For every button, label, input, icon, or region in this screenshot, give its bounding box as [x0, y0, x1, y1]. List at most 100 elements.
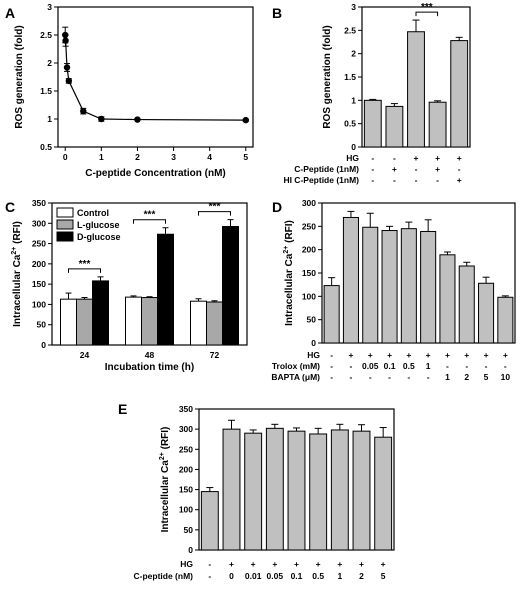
- e-row-label-1: C-peptide (nM): [134, 571, 194, 581]
- c-bar-2-0: [190, 300, 207, 346]
- e-row-1-cell-6: 1: [337, 571, 342, 581]
- c-ytick-label-3: 150: [32, 279, 46, 289]
- a-point-6: [134, 116, 141, 123]
- a-ytick-label-2: 1.5: [40, 86, 52, 96]
- d-row-0-cell-5: +: [426, 350, 431, 360]
- a-frame: [57, 6, 254, 148]
- b-row-1-cell-3: +: [435, 164, 440, 174]
- c-ylabel: Intracellular Ca2+ (RFI): [11, 221, 23, 327]
- c-xtick-label-1: 48: [145, 350, 155, 360]
- b-bar-2: [407, 31, 425, 148]
- b-ytick-label-1: 0.5: [344, 119, 356, 129]
- b-row-label-0: HG: [346, 153, 359, 163]
- d-row-label-0: HG: [307, 350, 320, 360]
- d-bar-1: [342, 216, 359, 344]
- d-bar-2: [362, 226, 379, 344]
- a-xtick-label-2: 2: [135, 152, 140, 162]
- b-ytick-label-0: 0: [351, 142, 356, 152]
- a-ylabel: ROS generation (fold): [14, 25, 25, 128]
- b-row-0-cell-4: +: [457, 153, 462, 163]
- d-row-label-2: BAPTA (μM): [271, 372, 320, 382]
- e-row-0-cell-2: +: [251, 559, 256, 569]
- a-xtick-label-0: 0: [63, 152, 68, 162]
- c-legend-label-1: L-glucose: [77, 220, 120, 230]
- d-row-1-cell-2: 0.05: [362, 361, 379, 371]
- d-row-2-cell-7: 2: [464, 372, 469, 382]
- c-sig-label-1: ***: [144, 210, 156, 221]
- d-ytick-label-5: 250: [302, 221, 316, 231]
- panel-letter-b: B: [272, 5, 282, 21]
- d-row-2-cell-3: -: [388, 372, 391, 382]
- a-ytick-label-1: 1: [47, 114, 52, 124]
- c-bar-2-2: [222, 226, 239, 346]
- e-row-0-cell-3: +: [272, 559, 277, 569]
- e-row-1-cell-1: 0: [229, 571, 234, 581]
- e-row-0-cell-8: +: [381, 559, 386, 569]
- b-row-label-1: C-Peptide (1nM): [294, 164, 359, 174]
- d-row-2-cell-4: -: [407, 372, 410, 382]
- c-bar-0-0: [60, 298, 77, 346]
- c-ytick-label-4: 200: [32, 259, 46, 269]
- b-row-label-2: HI C-Peptide (1nM): [283, 175, 359, 185]
- b-ytick-label-2: 1: [351, 95, 356, 105]
- e-bar-5: [309, 433, 328, 551]
- d-row-0-cell-4: +: [406, 350, 411, 360]
- b-row-2-cell-4: +: [457, 175, 462, 185]
- d-ytick-label-0: 0: [311, 338, 316, 348]
- b-row-2-cell-0: -: [371, 175, 374, 185]
- d-row-2-cell-5: -: [427, 372, 430, 382]
- e-row-1-cell-0: -: [208, 571, 211, 581]
- d-bar-9: [497, 296, 514, 344]
- c-sig-label-2: ***: [209, 202, 221, 213]
- a-point-7: [242, 116, 249, 124]
- a-ytick-label-5: 3: [47, 2, 52, 12]
- b-bar-4: [450, 40, 469, 148]
- a-point-3: [65, 77, 73, 85]
- b-ylabel: ROS generation (fold): [322, 25, 333, 128]
- d-row-0-cell-2: +: [368, 350, 373, 360]
- e-bar-3: [265, 427, 284, 551]
- a-ytick-label-0: 0.5: [40, 142, 52, 152]
- e-row-1-cell-5: 0.5: [312, 571, 324, 581]
- b-row-0-cell-0: -: [371, 153, 374, 163]
- e-row-1-cell-8: 5: [381, 571, 386, 581]
- a-point-2: [63, 64, 71, 71]
- e-bar-7: [352, 430, 371, 551]
- panel-letter-a: A: [5, 5, 15, 21]
- c-sig-bracket-2: [198, 211, 231, 216]
- d-row-1-cell-5: 1: [426, 361, 431, 371]
- d-ytick-label-1: 50: [307, 315, 317, 325]
- b-ytick-label-6: 3: [351, 2, 356, 12]
- c-bar-1-1: [141, 297, 158, 346]
- c-bar-0-1: [76, 298, 93, 346]
- d-row-0-cell-0: -: [330, 350, 333, 360]
- b-ytick-label-5: 2.5: [344, 25, 356, 35]
- e-row-1-cell-2: 0.01: [245, 571, 262, 581]
- d-row-0-cell-3: +: [387, 350, 392, 360]
- c-ytick-label-2: 100: [32, 299, 46, 309]
- c-bar-1-0: [125, 296, 142, 346]
- a-xlabel: C-peptide Concentration (nM): [85, 168, 226, 179]
- c-xtick-label-0: 24: [80, 350, 90, 360]
- e-row-0-cell-4: +: [294, 559, 299, 569]
- e-bar-4: [287, 430, 306, 551]
- c-ytick-label-5: 250: [32, 239, 46, 249]
- e-ytick-label-7: 350: [179, 404, 193, 414]
- c-bar-1-2: [157, 233, 174, 346]
- c-legend-swatch-0: [56, 207, 74, 218]
- d-row-0-cell-8: +: [484, 350, 489, 360]
- c-bar-0-2: [92, 280, 109, 346]
- b-row-1-cell-2: -: [415, 164, 418, 174]
- d-bar-7: [458, 265, 475, 344]
- d-row-2-cell-8: 5: [484, 372, 489, 382]
- d-row-1-cell-1: -: [350, 361, 353, 371]
- b-row-2-cell-3: -: [436, 175, 439, 185]
- b-bar-0: [363, 99, 382, 148]
- a-point-5: [98, 115, 105, 123]
- e-row-label-0: HG: [180, 559, 193, 569]
- d-row-1-cell-7: -: [465, 361, 468, 371]
- c-sig-bracket-0: [68, 268, 101, 273]
- e-bar-2: [244, 432, 263, 551]
- c-xlabel: Incubation time (h): [105, 362, 194, 373]
